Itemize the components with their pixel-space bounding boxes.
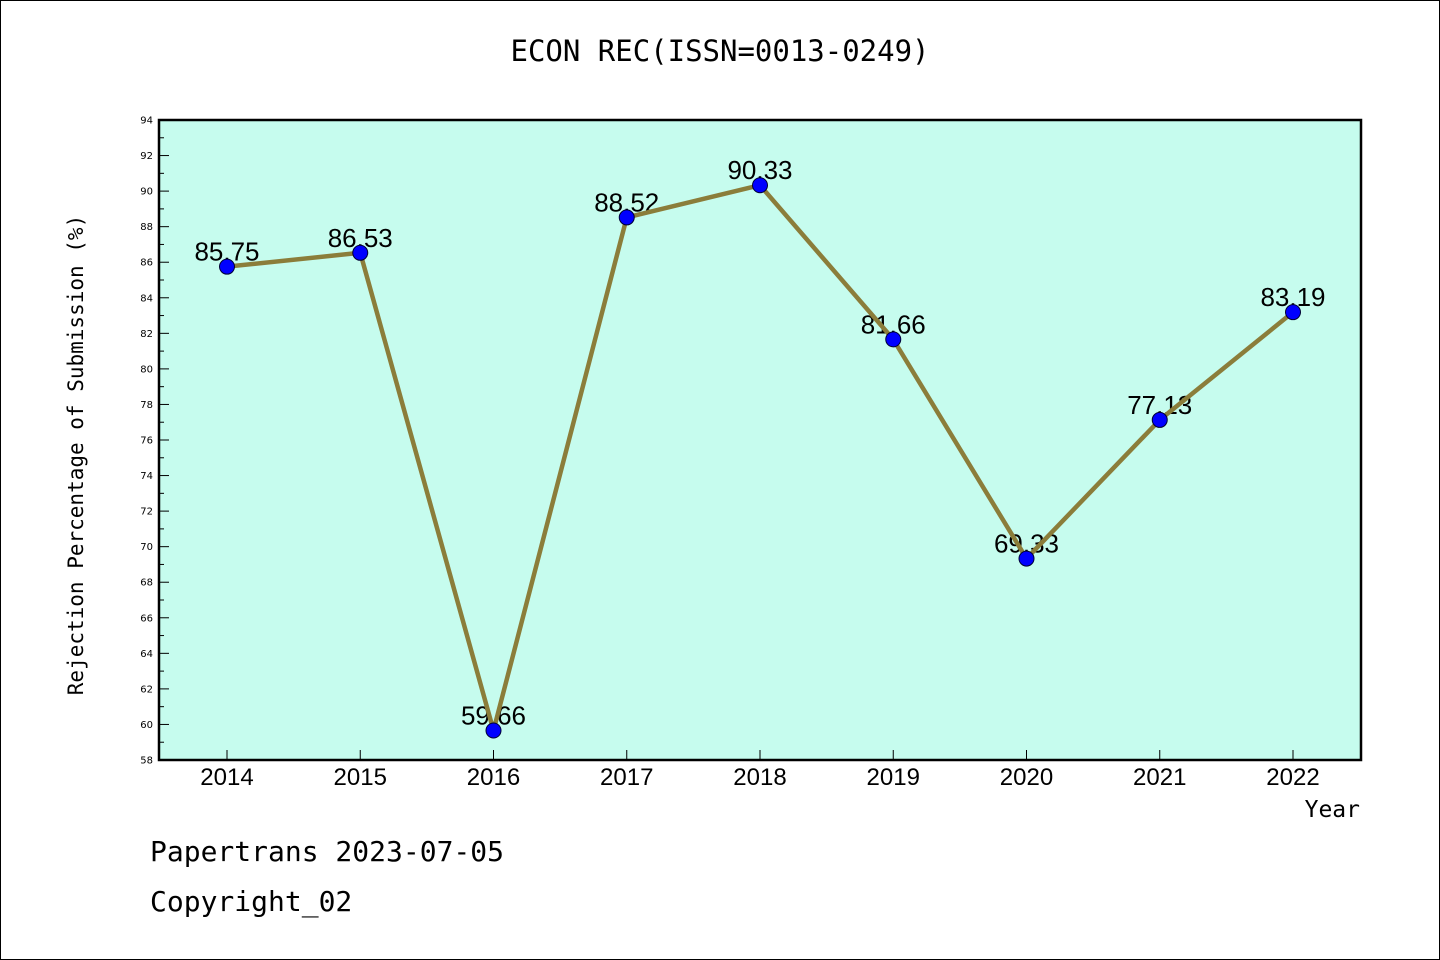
- y-tick-label: 62: [140, 684, 153, 695]
- data-point: [485, 722, 502, 739]
- data-point: [219, 258, 235, 275]
- data-point: [1285, 304, 1301, 321]
- y-tick-label: 74: [140, 471, 153, 482]
- footer-date: Papertrans 2023-07-05: [150, 835, 505, 868]
- y-tick-label: 64: [140, 649, 153, 660]
- y-tick-label: 76: [140, 436, 153, 447]
- y-tick-label: 88: [140, 222, 153, 233]
- x-tick-label: 2015: [334, 764, 387, 791]
- y-tick-label: 86: [140, 258, 153, 269]
- x-tick-label: 2019: [867, 764, 920, 791]
- y-tick-label: 70: [140, 542, 153, 553]
- y-tick-label: 68: [140, 578, 153, 589]
- x-tick-label: 2017: [600, 764, 653, 791]
- x-tick-label: 2022: [1266, 764, 1319, 791]
- chart-title: ECON REC(ISSN=0013-0249): [510, 34, 930, 68]
- data-point: [1018, 550, 1035, 567]
- y-tick-label: 90: [140, 187, 153, 198]
- x-tick-label: 2018: [733, 764, 786, 791]
- data-point: [752, 177, 768, 194]
- y-tick-label: 72: [140, 507, 153, 518]
- y-tick-label: 84: [140, 293, 153, 304]
- x-tick-label: 2014: [200, 764, 253, 791]
- x-tick-label: 2020: [1000, 764, 1053, 791]
- y-tick-label: 92: [140, 151, 153, 162]
- y-tick-label: 82: [140, 329, 153, 340]
- x-axis-label: Year: [1304, 797, 1360, 823]
- footer-copyright: Copyright_02: [150, 885, 353, 918]
- y-tick-label: 94: [140, 116, 153, 127]
- data-point: [885, 331, 902, 348]
- x-tick-label: 2016: [467, 764, 520, 791]
- x-tick-label: 2021: [1133, 764, 1186, 791]
- plot-border: [157, 118, 1363, 762]
- data-point: [618, 209, 635, 226]
- y-tick-label: 58: [140, 756, 153, 767]
- y-tick-label: 78: [140, 400, 153, 411]
- data-point: [1151, 411, 1168, 428]
- y-tick-label: 66: [140, 613, 153, 624]
- data-point: [352, 244, 369, 261]
- y-tick-label: 80: [140, 364, 153, 375]
- y-tick-label: 60: [140, 720, 153, 731]
- plot-area: [159, 120, 1361, 760]
